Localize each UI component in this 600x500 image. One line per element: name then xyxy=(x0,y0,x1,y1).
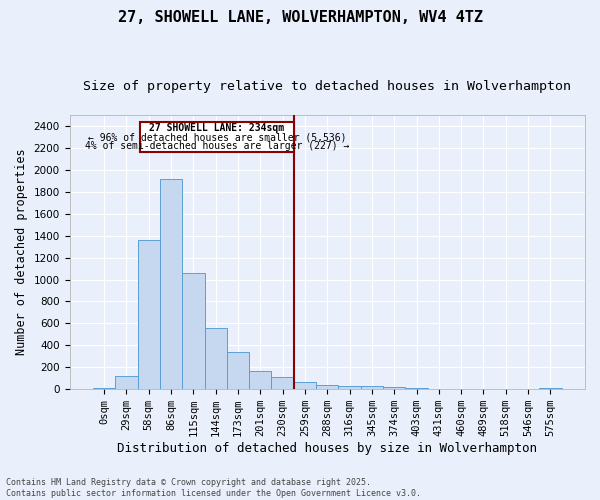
Bar xyxy=(539,388,562,389)
Bar xyxy=(182,273,205,389)
Bar xyxy=(115,376,137,389)
Bar xyxy=(294,382,316,389)
Bar xyxy=(140,122,294,152)
Title: Size of property relative to detached houses in Wolverhampton: Size of property relative to detached ho… xyxy=(83,80,571,93)
Y-axis label: Number of detached properties: Number of detached properties xyxy=(15,149,28,356)
Bar xyxy=(160,178,182,389)
Bar xyxy=(205,328,227,389)
Bar xyxy=(406,388,428,389)
Text: Contains HM Land Registry data © Crown copyright and database right 2025.
Contai: Contains HM Land Registry data © Crown c… xyxy=(6,478,421,498)
Bar xyxy=(316,385,338,389)
Text: ← 96% of detached houses are smaller (5,536): ← 96% of detached houses are smaller (5,… xyxy=(88,132,346,142)
Bar xyxy=(450,388,472,389)
Bar xyxy=(472,388,494,389)
Bar xyxy=(338,386,361,389)
Text: 4% of semi-detached houses are larger (227) →: 4% of semi-detached houses are larger (2… xyxy=(85,140,349,150)
Bar xyxy=(361,386,383,389)
Bar xyxy=(227,352,249,389)
Bar xyxy=(428,388,450,389)
X-axis label: Distribution of detached houses by size in Wolverhampton: Distribution of detached houses by size … xyxy=(117,442,537,455)
Bar xyxy=(137,240,160,389)
Bar xyxy=(383,387,406,389)
Text: 27, SHOWELL LANE, WOLVERHAMPTON, WV4 4TZ: 27, SHOWELL LANE, WOLVERHAMPTON, WV4 4TZ xyxy=(118,10,482,25)
Bar xyxy=(249,370,271,389)
Bar xyxy=(494,388,517,389)
Bar xyxy=(271,377,294,389)
Bar xyxy=(93,388,115,389)
Text: 27 SHOWELL LANE: 234sqm: 27 SHOWELL LANE: 234sqm xyxy=(149,124,284,134)
